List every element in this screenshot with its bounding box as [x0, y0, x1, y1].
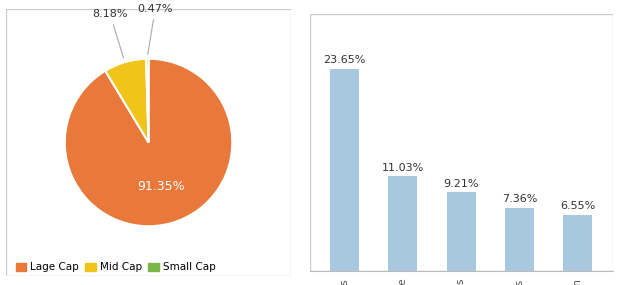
- Text: 7.36%: 7.36%: [502, 194, 537, 204]
- Bar: [6, 9, 291, 276]
- Bar: [563, 215, 592, 271]
- Legend: Lage Cap, Mid Cap, Small Cap: Lage Cap, Mid Cap, Small Cap: [11, 258, 220, 277]
- Bar: [388, 176, 417, 271]
- Text: 23.65%: 23.65%: [323, 55, 366, 65]
- Wedge shape: [105, 59, 149, 142]
- Bar: [330, 68, 359, 271]
- Text: 91.35%: 91.35%: [137, 180, 184, 193]
- Text: 9.21%: 9.21%: [443, 179, 479, 189]
- Wedge shape: [65, 59, 232, 226]
- Wedge shape: [146, 59, 149, 142]
- Text: 11.03%: 11.03%: [382, 163, 424, 173]
- Bar: [310, 14, 613, 271]
- Text: 0.47%: 0.47%: [137, 4, 173, 54]
- Text: 8.18%: 8.18%: [92, 9, 128, 58]
- Text: 6.55%: 6.55%: [560, 201, 595, 211]
- Bar: [446, 192, 476, 271]
- Bar: [505, 208, 534, 271]
